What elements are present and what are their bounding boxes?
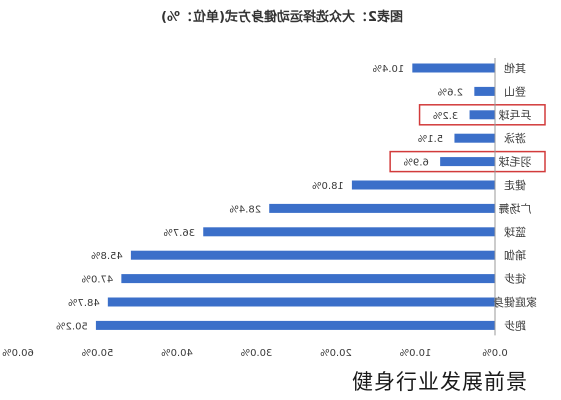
x-tick-label: 40.0% bbox=[161, 348, 193, 359]
value-label: 28.4% bbox=[229, 204, 261, 215]
x-tick-label: 50.0% bbox=[82, 348, 114, 359]
bar bbox=[130, 250, 495, 260]
x-axis: 0.0% 10.0% 20.0% 30.0% 40.0% 50.0% 60.0% bbox=[2, 58, 508, 359]
x-tick-label: 20.0% bbox=[320, 348, 352, 359]
bar bbox=[469, 110, 495, 120]
value-label: 48.7% bbox=[68, 298, 100, 309]
bar bbox=[107, 297, 496, 307]
bar bbox=[454, 133, 495, 143]
x-tick-label: 10.0% bbox=[400, 348, 432, 359]
bar bbox=[440, 157, 495, 167]
value-label: 2.6% bbox=[438, 87, 463, 98]
category-label: 跑步 bbox=[504, 318, 526, 332]
value-label: 50.2% bbox=[56, 321, 88, 332]
category-label: 广场舞 bbox=[499, 201, 532, 215]
value-label: 45.8% bbox=[91, 251, 123, 262]
category-label: 羽毛球 bbox=[499, 155, 532, 169]
bar bbox=[203, 227, 496, 237]
x-tick-label: 0.0% bbox=[482, 348, 507, 359]
value-label: 6.9% bbox=[403, 158, 428, 169]
highlight-box bbox=[389, 150, 546, 173]
bar bbox=[95, 320, 495, 330]
x-tick-label: 30.0% bbox=[241, 348, 273, 359]
category-label: 登山 bbox=[504, 84, 526, 98]
bar bbox=[121, 274, 495, 284]
category-label: 健走 bbox=[504, 179, 526, 192]
bar bbox=[412, 63, 495, 73]
caption-text: 健身行业发展前景 bbox=[352, 370, 528, 394]
value-label: 47.0% bbox=[81, 275, 113, 286]
value-label: 10.4% bbox=[372, 64, 404, 75]
category-label: 家庭健身 bbox=[493, 295, 537, 309]
bar bbox=[474, 86, 495, 96]
category-label: 瑜伽 bbox=[504, 248, 526, 262]
bar bbox=[351, 180, 495, 190]
bar bbox=[269, 203, 495, 213]
bars-layer: 10.4% 其他 2.6% 登山 3.2% 乒乓球 5.1% 游泳 6.9% 羽毛球 18.0% 健走… bbox=[56, 62, 546, 332]
category-label: 徒步 bbox=[504, 272, 526, 286]
value-label: 18.0% bbox=[312, 181, 344, 192]
value-label: 36.7% bbox=[163, 228, 195, 239]
category-label: 游泳 bbox=[504, 131, 526, 145]
chart-title: 图表2：大众选择运动健身方式(单位：%) bbox=[161, 9, 403, 25]
x-tick-label: 60.0% bbox=[2, 348, 34, 359]
value-label: 3.2% bbox=[433, 111, 458, 122]
value-label: 5.1% bbox=[418, 134, 443, 145]
highlight-box bbox=[418, 104, 546, 126]
category-label: 其他 bbox=[504, 62, 526, 75]
category-label: 篮球 bbox=[504, 225, 526, 239]
category-label: 乒乓球 bbox=[499, 108, 532, 122]
